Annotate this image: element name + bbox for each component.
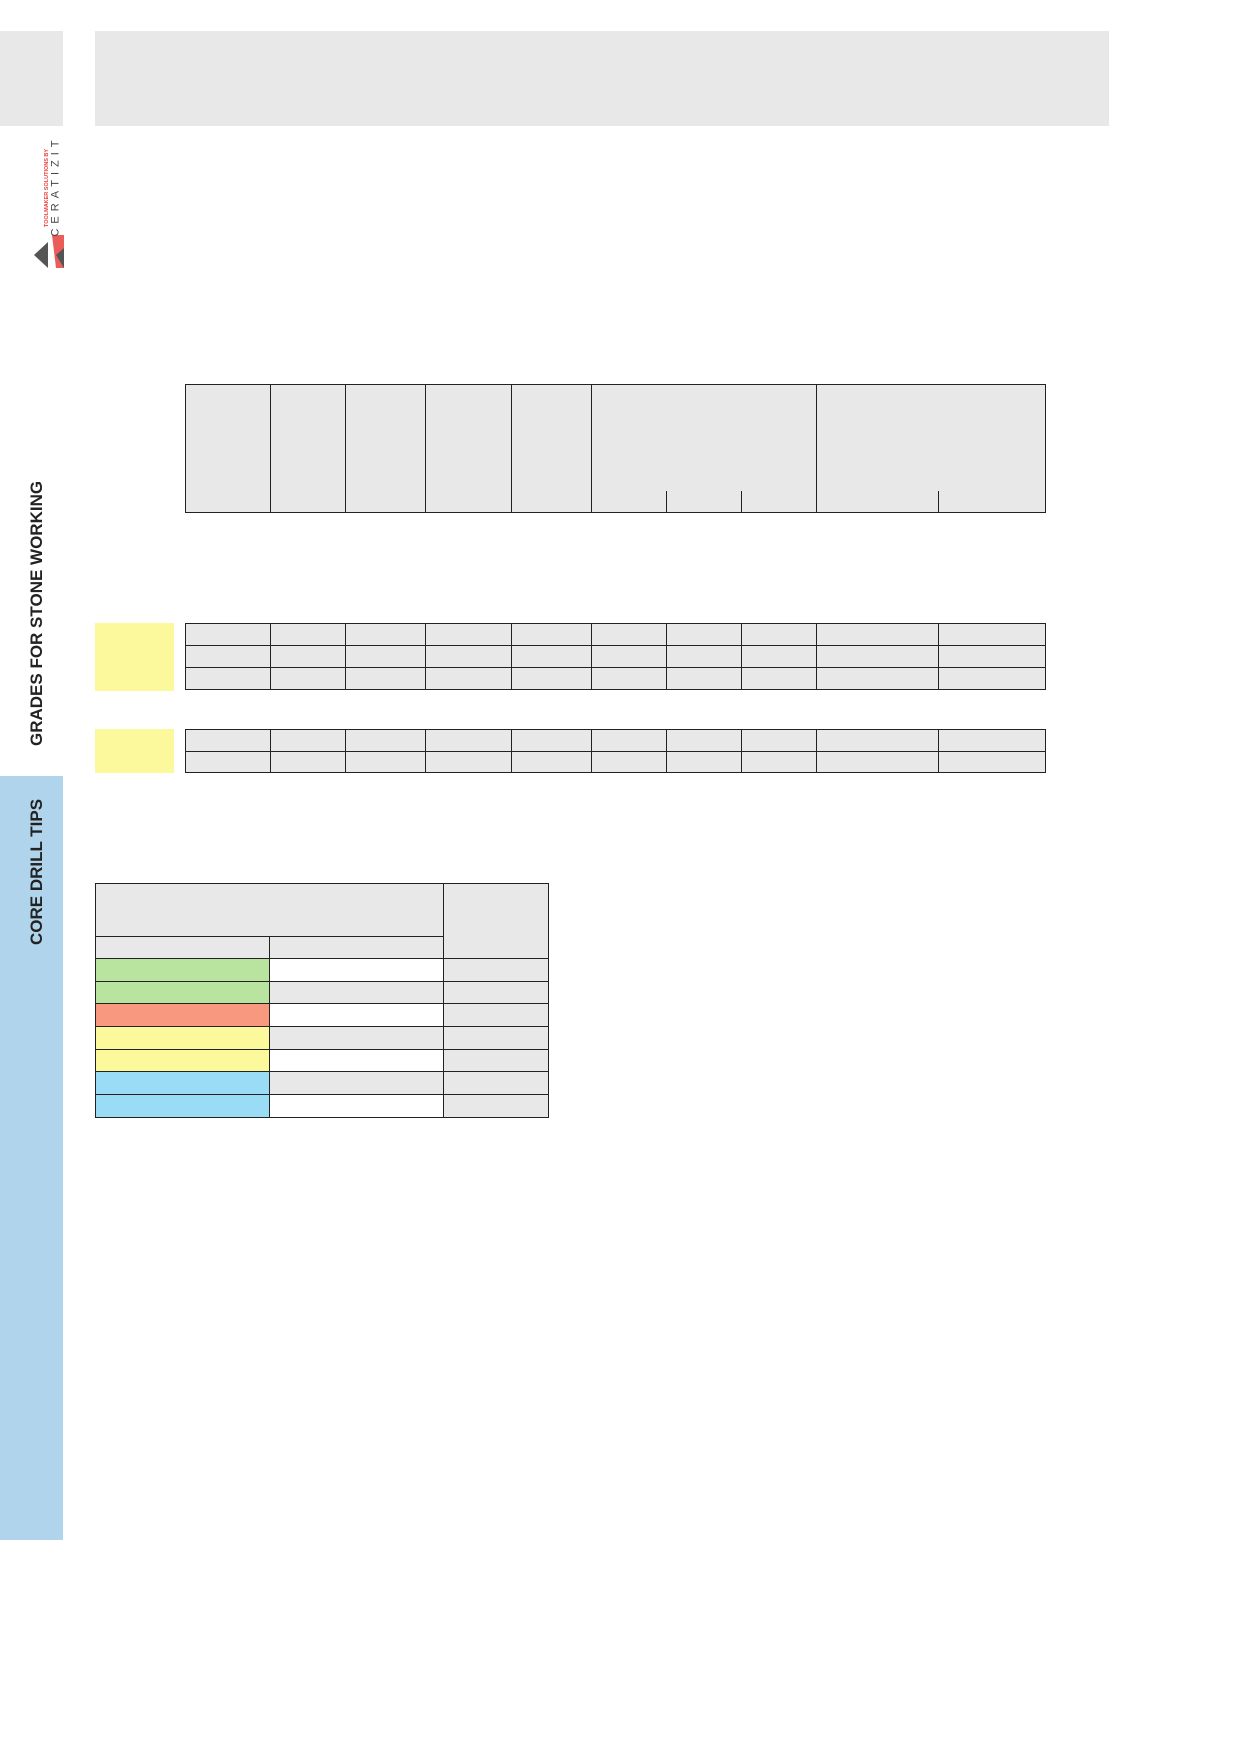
legend-table [94, 883, 549, 1118]
legend-cell [269, 1048, 445, 1073]
grades-table-group-1 [185, 623, 1046, 690]
table-row [185, 667, 1046, 690]
legend-color-swatch [94, 1026, 271, 1050]
sidebar-active-tab[interactable] [0, 776, 63, 1540]
legend-cell [443, 1026, 549, 1050]
legend-cell [269, 1026, 445, 1050]
legend-cell [443, 1003, 549, 1028]
legend-cell [269, 980, 445, 1005]
legend-color-swatch [94, 1003, 271, 1028]
table-row [185, 750, 1046, 773]
legend-row [94, 1003, 549, 1028]
legend-color-swatch [94, 958, 271, 982]
page-header-band [95, 31, 1109, 126]
logo-mark-icon [34, 235, 64, 268]
table-row [185, 623, 1046, 646]
legend-color-swatch [94, 1071, 271, 1096]
legend-cell [443, 1094, 549, 1118]
legend-cell [269, 1094, 445, 1118]
sidebar-section-grades[interactable]: GRADES FOR STONE WORKING [27, 480, 46, 746]
legend-cell [443, 1071, 549, 1096]
legend-cell [269, 1003, 445, 1028]
table-row [185, 645, 1046, 668]
group-marker-2 [95, 729, 174, 773]
legend-cell [269, 1071, 445, 1096]
legend-row [94, 1071, 549, 1096]
grades-header-table [185, 384, 1046, 513]
legend-color-swatch [94, 1094, 271, 1118]
legend-row [94, 1094, 549, 1118]
logo-brand: CERATIZIT [49, 135, 62, 237]
sidebar-top-block [0, 31, 63, 126]
legend-row [94, 958, 549, 982]
legend-color-swatch [94, 980, 271, 1005]
legend-row [94, 1026, 549, 1050]
legend-row [94, 980, 549, 1005]
legend-cell [443, 958, 549, 982]
group-marker-1 [95, 623, 174, 691]
legend-cell [443, 1048, 549, 1073]
ceratizit-logo: TOOLMAKER SOLUTIONS BY CERATIZIT [30, 130, 70, 270]
legend-row [94, 1048, 549, 1073]
legend-cell [269, 958, 445, 982]
table-row [185, 729, 1046, 752]
legend-color-swatch [94, 1048, 271, 1073]
sidebar-section-core-drill-tips[interactable]: CORE DRILL TIPS [27, 798, 46, 945]
grades-table-group-2 [185, 729, 1046, 773]
legend-cell [443, 980, 549, 1005]
